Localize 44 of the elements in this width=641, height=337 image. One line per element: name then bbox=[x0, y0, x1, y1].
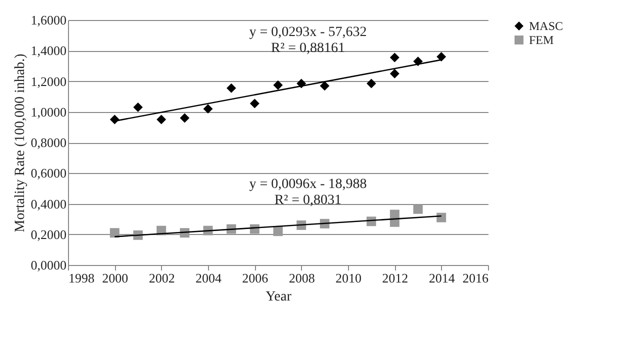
point bbox=[156, 114, 166, 124]
point bbox=[436, 212, 446, 222]
x-tick-label: 2006 bbox=[242, 270, 269, 286]
y-tick-label: 1,2000 bbox=[30, 74, 66, 89]
y-tick-label: 0,4000 bbox=[30, 196, 66, 212]
annotation: R² = 0,8031 bbox=[274, 193, 342, 208]
x-tick-label: 2000 bbox=[102, 270, 128, 286]
point bbox=[250, 98, 260, 108]
point bbox=[203, 104, 213, 114]
annotation: y = 0,0293x - 57,632 bbox=[249, 25, 367, 40]
annotation: R² = 0,88161 bbox=[271, 41, 345, 56]
y-tick-label: 0,6000 bbox=[30, 166, 66, 181]
point bbox=[320, 81, 330, 91]
x-tick-label: 2004 bbox=[196, 270, 222, 286]
point bbox=[390, 68, 400, 78]
legend-label: MASC bbox=[529, 19, 564, 33]
x-tick-label: 2008 bbox=[288, 270, 315, 286]
x-tick-label: 2014 bbox=[428, 270, 456, 286]
y-axis-title: Mortality Rate (100,000 inhab.) bbox=[12, 53, 28, 232]
point bbox=[436, 52, 446, 62]
y-tick-label: 0,0000 bbox=[30, 258, 66, 272]
point bbox=[273, 80, 283, 90]
y-tick-label: 0,8000 bbox=[30, 135, 66, 150]
point bbox=[226, 83, 236, 93]
x-tick-label: 1998 bbox=[68, 270, 94, 286]
y-tick-label: 1,0000 bbox=[30, 104, 66, 120]
point bbox=[413, 204, 423, 214]
point bbox=[133, 102, 143, 112]
point bbox=[273, 226, 283, 236]
point bbox=[110, 228, 120, 238]
point bbox=[390, 52, 400, 62]
x-tick-label: 2002 bbox=[148, 270, 175, 286]
point bbox=[366, 78, 376, 88]
y-tick-label: 0,2000 bbox=[30, 226, 66, 242]
legend-label: FEM bbox=[529, 33, 554, 47]
annotation: y = 0,0096x - 18,988 bbox=[249, 177, 367, 192]
x-tick-label: 2012 bbox=[382, 270, 408, 286]
x-axis-title: Year bbox=[266, 290, 292, 304]
point bbox=[180, 113, 190, 123]
x-tick-label: 2010 bbox=[336, 270, 362, 286]
x-tick-label: 2016 bbox=[462, 270, 489, 286]
y-tick-label: 1,6000 bbox=[30, 12, 66, 28]
y-tick-label: 1,4000 bbox=[30, 43, 66, 58]
point bbox=[390, 210, 400, 220]
